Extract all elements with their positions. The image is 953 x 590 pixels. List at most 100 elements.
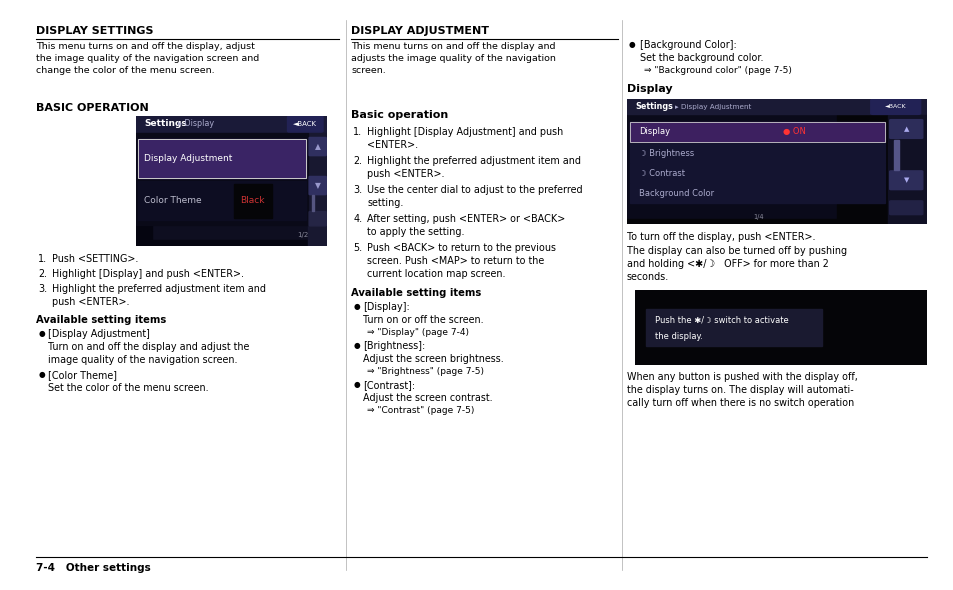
Text: ●: ● — [628, 40, 635, 49]
FancyBboxPatch shape — [870, 99, 920, 114]
Bar — [629, 122, 884, 142]
Text: the display turns on. The display will automati-: the display turns on. The display will a… — [626, 385, 853, 395]
Text: This menu turns on and off the display and
adjusts the image quality of the navi: This menu turns on and off the display a… — [351, 42, 556, 76]
Bar — [138, 181, 306, 220]
Text: Black: Black — [240, 196, 265, 205]
Text: When any button is pushed with the display off,: When any button is pushed with the displ… — [626, 372, 857, 382]
Bar — [138, 139, 306, 178]
Text: 3.: 3. — [353, 185, 362, 195]
Text: Push <SETTING>.: Push <SETTING>. — [52, 254, 138, 264]
Text: cally turn off when there is no switch operation: cally turn off when there is no switch o… — [626, 398, 853, 408]
Bar — [312, 195, 314, 211]
Text: DISPLAY SETTINGS: DISPLAY SETTINGS — [36, 26, 153, 36]
Text: Display: Display — [626, 84, 672, 94]
Bar — [629, 143, 884, 163]
Bar — [626, 99, 926, 114]
Text: 1/2: 1/2 — [296, 232, 308, 238]
Text: 1/4: 1/4 — [753, 214, 763, 219]
Text: Use the center dial to adjust to the preferred
setting.: Use the center dial to adjust to the pre… — [367, 185, 582, 208]
Text: ●: ● — [353, 341, 359, 350]
Text: Adjust the screen contrast.: Adjust the screen contrast. — [363, 393, 492, 403]
Text: 5.: 5. — [353, 243, 362, 253]
Text: ●: ● — [353, 302, 359, 311]
Bar — [629, 163, 884, 183]
Text: Highlight [Display] and push <ENTER>.: Highlight [Display] and push <ENTER>. — [52, 269, 244, 279]
Text: ⇒ "Brightness" (page 7-5): ⇒ "Brightness" (page 7-5) — [367, 367, 483, 376]
Bar — [136, 133, 308, 225]
Text: ⇒ "Background color" (page 7-5): ⇒ "Background color" (page 7-5) — [643, 66, 791, 75]
Text: Push the ✱/☽ switch to activate: Push the ✱/☽ switch to activate — [655, 316, 788, 325]
Bar — [136, 240, 327, 246]
FancyBboxPatch shape — [309, 137, 326, 156]
Bar — [893, 140, 898, 171]
Bar — [837, 99, 926, 224]
Text: 1.: 1. — [353, 127, 362, 137]
Bar — [646, 309, 821, 346]
Text: ▲: ▲ — [314, 142, 320, 151]
Text: [Contrast]:: [Contrast]: — [363, 380, 415, 390]
Text: ◄BACK: ◄BACK — [884, 104, 905, 109]
Text: To turn off the display, push <ENTER>.: To turn off the display, push <ENTER>. — [626, 232, 815, 242]
Bar — [233, 183, 272, 218]
Text: [Brightness]:: [Brightness]: — [363, 341, 425, 351]
Text: [Background Color]:: [Background Color]: — [639, 40, 736, 50]
Text: Available setting items: Available setting items — [36, 315, 167, 325]
Text: ▼: ▼ — [314, 181, 320, 190]
Bar — [626, 219, 926, 224]
Text: Set the color of the menu screen.: Set the color of the menu screen. — [49, 383, 209, 393]
Text: Highlight the preferred adjustment item and
push <ENTER>.: Highlight the preferred adjustment item … — [52, 284, 266, 307]
Text: 2.: 2. — [38, 269, 48, 279]
Text: DISPLAY ADJUSTMENT: DISPLAY ADJUSTMENT — [351, 26, 489, 36]
FancyBboxPatch shape — [287, 116, 323, 132]
Text: Highlight the preferred adjustment item and
push <ENTER>.: Highlight the preferred adjustment item … — [367, 156, 580, 179]
Text: 7-4   Other settings: 7-4 Other settings — [36, 563, 151, 573]
Text: 3.: 3. — [38, 284, 48, 294]
Text: [Display Adjustment]: [Display Adjustment] — [49, 329, 150, 339]
Text: ●: ● — [38, 329, 45, 338]
Text: After setting, push <ENTER> or <BACK>
to apply the setting.: After setting, push <ENTER> or <BACK> to… — [367, 214, 565, 237]
Text: Push <BACK> to return to the previous
screen. Push <MAP> to return to the
curren: Push <BACK> to return to the previous sc… — [367, 243, 556, 278]
Text: ●: ● — [38, 370, 45, 379]
Bar — [626, 99, 926, 104]
Text: This menu turns on and off the display, adjust
the image quality of the navigati: This menu turns on and off the display, … — [36, 42, 259, 76]
Bar — [312, 116, 327, 246]
Text: ▼: ▼ — [902, 177, 908, 183]
Text: Turn on or off the screen.: Turn on or off the screen. — [363, 315, 483, 325]
Text: ● ON: ● ON — [782, 127, 805, 136]
Bar — [138, 139, 306, 178]
Text: ●: ● — [353, 380, 359, 389]
Text: ☽ Contrast: ☽ Contrast — [639, 169, 684, 178]
Text: ⇒ "Contrast" (page 7-5): ⇒ "Contrast" (page 7-5) — [367, 406, 474, 415]
Text: ⇒ "Display" (page 7-4): ⇒ "Display" (page 7-4) — [367, 328, 469, 337]
Text: [Color Theme]: [Color Theme] — [49, 370, 117, 380]
Text: ☽ Brightness: ☽ Brightness — [639, 149, 694, 158]
Text: ▸ Display: ▸ Display — [178, 119, 214, 128]
FancyBboxPatch shape — [889, 120, 922, 139]
Text: 1.: 1. — [38, 254, 48, 264]
Text: Background Color: Background Color — [639, 189, 713, 198]
FancyBboxPatch shape — [889, 171, 922, 189]
Text: Settings: Settings — [144, 119, 187, 128]
Text: Highlight [Display Adjustment] and push
<ENTER>.: Highlight [Display Adjustment] and push … — [367, 127, 562, 150]
Text: Adjust the screen brightness.: Adjust the screen brightness. — [363, 354, 503, 364]
Text: The display can also be turned off by pushing: The display can also be turned off by pu… — [626, 246, 846, 256]
Text: seconds.: seconds. — [626, 272, 668, 282]
FancyBboxPatch shape — [309, 212, 326, 226]
Text: Display: Display — [639, 127, 669, 136]
Text: [Display]:: [Display]: — [363, 302, 410, 312]
Text: ◄BACK: ◄BACK — [293, 121, 317, 127]
Bar — [308, 133, 327, 246]
Bar — [629, 122, 884, 142]
Text: 2.: 2. — [353, 156, 362, 166]
Text: ▲: ▲ — [902, 126, 908, 132]
Text: ▸ Display Adjustment: ▸ Display Adjustment — [674, 103, 750, 110]
Text: Set the background color.: Set the background color. — [639, 53, 762, 63]
Text: BASIC OPERATION: BASIC OPERATION — [36, 103, 149, 113]
Bar — [887, 115, 926, 224]
Text: and holding <✱/☽   OFF> for more than 2: and holding <✱/☽ OFF> for more than 2 — [626, 259, 827, 269]
Text: 4.: 4. — [353, 214, 362, 224]
Bar — [629, 183, 884, 203]
Text: Basic operation: Basic operation — [351, 110, 448, 120]
Text: Color Theme: Color Theme — [144, 196, 201, 205]
Bar — [136, 116, 327, 123]
